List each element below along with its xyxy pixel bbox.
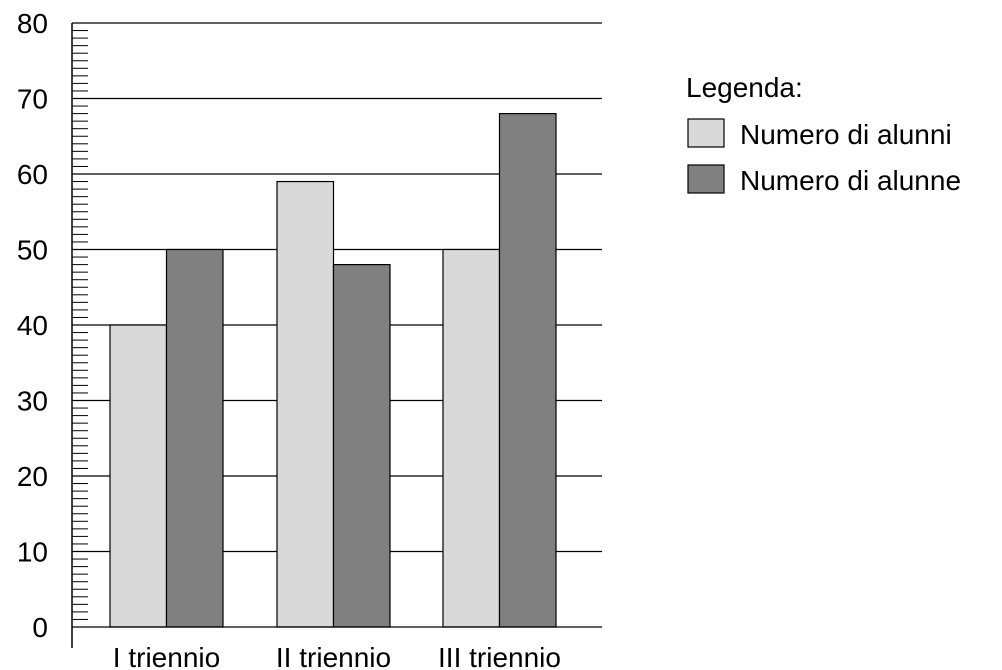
legend-swatch — [687, 164, 725, 194]
bar — [332, 264, 391, 628]
bar — [498, 112, 557, 628]
x-category-label: I triennio — [113, 642, 220, 670]
x-category-label: III triennio — [438, 642, 561, 670]
bar — [442, 248, 501, 628]
bars — [109, 112, 557, 628]
y-tick-label: 40 — [17, 310, 48, 341]
y-tick-label: 20 — [17, 461, 48, 492]
y-tick-label: 10 — [17, 537, 48, 568]
x-category-label: II triennio — [276, 642, 391, 670]
y-tick-label: 80 — [17, 8, 48, 39]
legend: Legenda: Numero di alunni Numero di alunn… — [686, 72, 961, 196]
bar — [276, 180, 335, 628]
y-tick-labels: 0 10 20 30 40 50 60 70 80 — [17, 8, 48, 643]
y-tick-label: 0 — [32, 612, 48, 643]
x-category-labels: I triennio II triennio III triennio — [113, 642, 561, 670]
y-tick-label: 30 — [17, 386, 48, 417]
y-tick-label: 60 — [17, 159, 48, 190]
legend-label: Numero di alunne — [740, 165, 961, 196]
legend-label: Numero di alunni — [740, 119, 952, 150]
y-tick-label: 50 — [17, 235, 48, 266]
y-axis — [71, 22, 602, 648]
y-tick-label: 70 — [17, 84, 48, 115]
bar — [165, 248, 224, 628]
legend-swatch — [687, 118, 725, 148]
legend-title: Legenda: — [686, 72, 803, 103]
bar — [109, 324, 168, 628]
